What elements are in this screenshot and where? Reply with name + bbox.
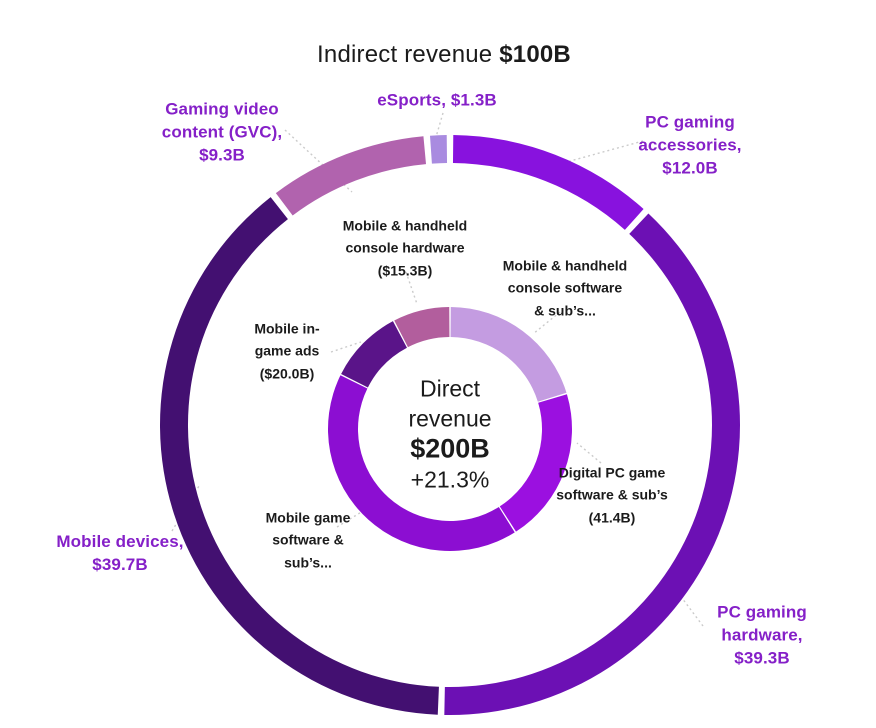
label-mobile-in-game-ads: Mobile in- game ads ($20.0B) <box>254 320 320 382</box>
connector-console-software <box>532 311 561 335</box>
center-line1: Direct <box>419 375 481 402</box>
segment-pc-gaming-accessories <box>452 135 644 230</box>
segment-mobile-in-game-ads <box>341 321 407 388</box>
center-growth: +21.3% <box>410 466 490 493</box>
inner-ring-direct-revenue <box>327 307 572 552</box>
label-gaming-video-content: Gaming video content (GVC), $9.3B <box>161 99 283 165</box>
center-direct-revenue: Direct revenue $200B +21.3% <box>408 374 491 495</box>
segment-console-software <box>450 307 567 402</box>
label-mobile-game-software: Mobile game software & sub’s... <box>265 509 351 571</box>
connector-esports <box>435 112 444 138</box>
label-console-software: Mobile & handheld console software & sub… <box>502 257 628 319</box>
connector-mobile-game-software <box>336 510 364 528</box>
segment-digital-pc-game-software <box>499 394 572 532</box>
segment-mobile-game-software <box>327 375 515 552</box>
chart-title-value: $100B <box>499 41 571 68</box>
segment-esports <box>429 135 448 164</box>
connector-pc-accessories <box>562 140 644 164</box>
label-esports: eSports, $1.3B <box>377 90 497 110</box>
outer-ring-indirect-revenue <box>160 135 741 715</box>
segment-pc-gaming-hardware <box>444 213 741 715</box>
label-console-hardware: Mobile & handheld console hardware ($15.… <box>342 217 468 279</box>
chart-title-prefix: Indirect revenue <box>317 41 500 68</box>
segment-console-hardware <box>394 307 450 348</box>
center-line2: revenue <box>408 405 492 432</box>
connector-in-game-ads <box>330 341 362 353</box>
label-digital-pc-software: Digital PC game software & sub’s (41.4B) <box>556 464 668 526</box>
segment-mobile-devices <box>160 197 439 715</box>
label-pc-gaming-accessories: PC gaming accessories, $12.0B <box>638 112 742 178</box>
chart-title: Indirect revenue $100B <box>317 41 571 69</box>
connector-digital-pc-software <box>576 442 602 464</box>
label-mobile-devices: Mobile devices, $39.7B <box>56 532 184 574</box>
connector-console-hardware <box>405 271 418 305</box>
segment-gaming-video-content <box>275 136 426 216</box>
label-pc-gaming-hardware: PC gaming hardware, $39.3B <box>717 602 807 668</box>
center-value: $200B <box>410 433 490 464</box>
